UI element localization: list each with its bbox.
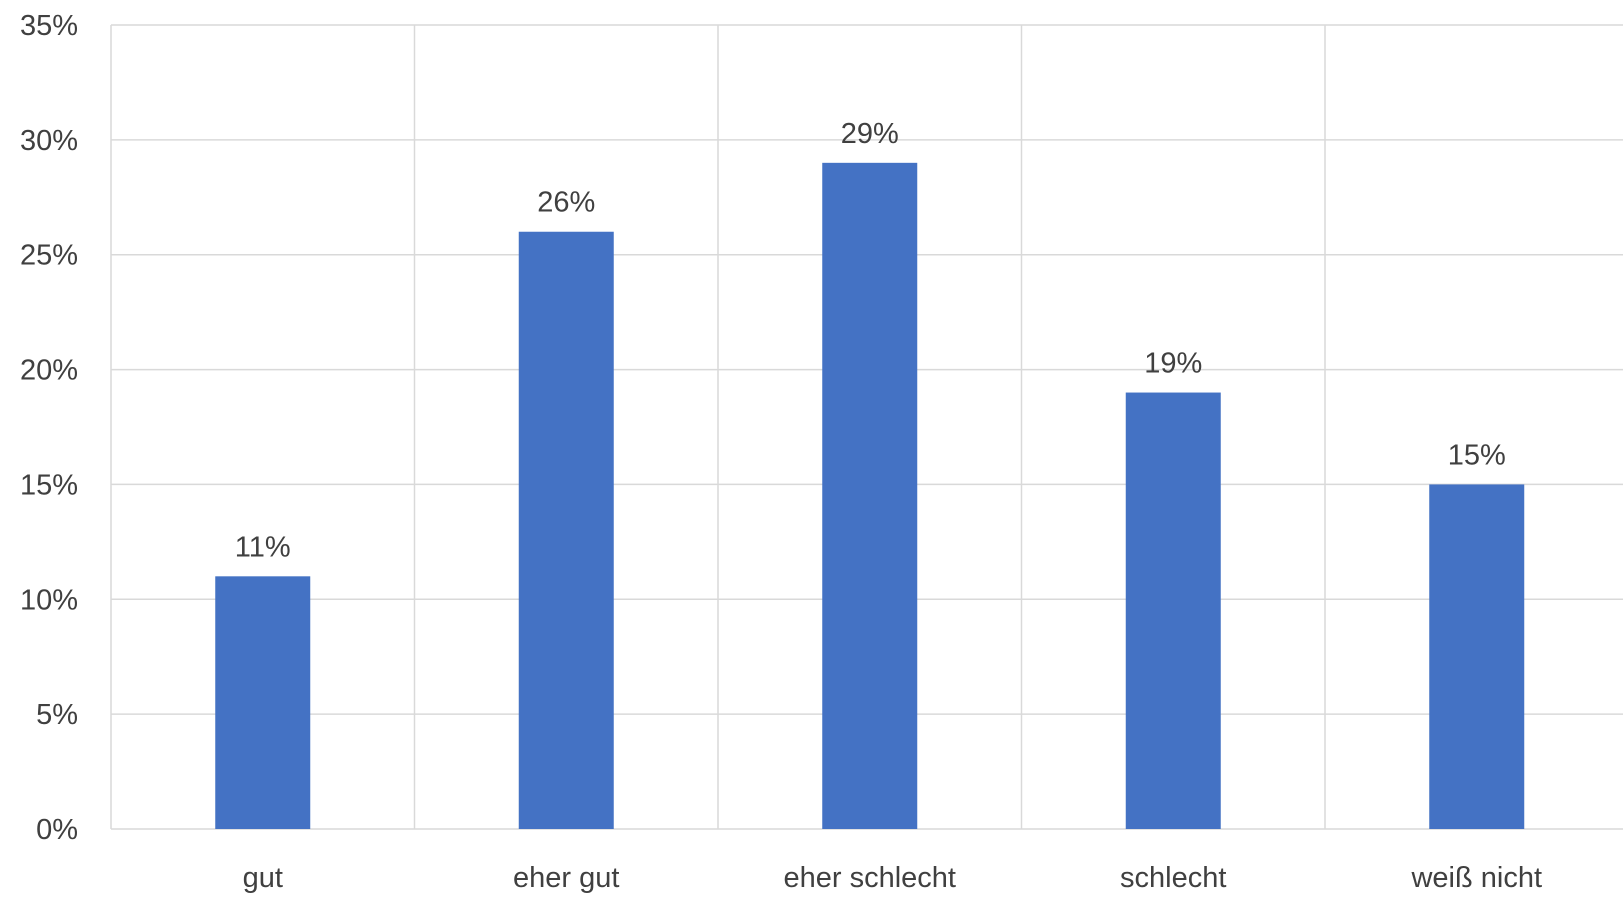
x-tick-label: weiß nicht: [1410, 862, 1542, 894]
x-tick-label: gut: [243, 862, 283, 894]
y-tick-label: 5%: [36, 699, 78, 731]
y-axis: 0% 5% 10% 15% 20% 25% 30% 35%: [20, 10, 78, 846]
x-tick-label: eher schlecht: [784, 862, 957, 894]
bar: [822, 162, 918, 830]
bar: [1429, 484, 1525, 829]
data-labels: 11% 26% 29% 19% 15%: [235, 118, 1506, 563]
y-tick-label: 15%: [20, 469, 78, 501]
x-axis: gut eher gut eher schlecht schlecht weiß nic…: [243, 862, 1542, 894]
y-tick-label: 30%: [20, 125, 78, 157]
value-label: 26%: [537, 187, 595, 219]
y-tick-label: 20%: [20, 355, 78, 387]
bar: [1125, 392, 1221, 829]
x-tick-label: schlecht: [1120, 862, 1226, 894]
x-tick-label: eher gut: [513, 862, 619, 894]
bar: [518, 231, 614, 829]
value-label: 19%: [1144, 348, 1202, 380]
y-tick-label: 35%: [20, 10, 78, 42]
y-tick-label: 25%: [20, 240, 78, 272]
value-label: 15%: [1448, 439, 1506, 471]
bar: [215, 576, 311, 829]
y-tick-label: 10%: [20, 584, 78, 616]
bars: [215, 162, 1525, 830]
y-tick-label: 0%: [36, 814, 78, 846]
value-label: 29%: [841, 118, 899, 150]
value-label: 11%: [235, 531, 291, 563]
